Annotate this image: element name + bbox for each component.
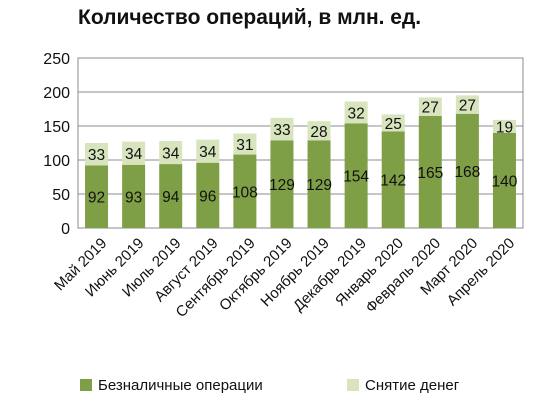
bar-withdrawal[interactable] <box>233 133 257 155</box>
data-label-cashless: 142 <box>380 173 406 190</box>
data-label-withdrawal: 27 <box>422 100 439 117</box>
bar-cashless[interactable] <box>196 162 220 228</box>
bar-cashless[interactable] <box>233 154 257 228</box>
data-label-cashless: 108 <box>232 184 258 201</box>
bar-cashless[interactable] <box>418 115 442 228</box>
bar-cashless[interactable] <box>122 164 146 228</box>
y-tick-label: 250 <box>43 51 70 68</box>
bar-withdrawal[interactable] <box>122 141 146 165</box>
bar-withdrawal[interactable] <box>492 119 516 133</box>
data-label-cashless: 96 <box>199 188 216 205</box>
data-label-withdrawal: 34 <box>125 146 143 163</box>
data-label-withdrawal: 25 <box>385 116 402 133</box>
bar-cashless[interactable] <box>307 140 331 228</box>
data-label-cashless: 129 <box>306 177 332 194</box>
data-label-cashless: 140 <box>492 173 518 190</box>
chart-title: Количество операций, в млн. ед. <box>78 6 422 29</box>
data-label-cashless: 92 <box>88 190 105 207</box>
y-tick-label: 0 <box>61 221 70 238</box>
bar-withdrawal[interactable] <box>418 97 442 116</box>
bar-cashless[interactable] <box>159 164 183 228</box>
data-label-withdrawal: 31 <box>236 137 253 154</box>
bar-withdrawal[interactable] <box>307 121 331 141</box>
bar-withdrawal[interactable] <box>270 117 294 141</box>
data-label-withdrawal: 28 <box>310 124 327 141</box>
bar-withdrawal[interactable] <box>159 140 183 165</box>
bar-cashless[interactable] <box>381 131 405 228</box>
data-label-cashless: 154 <box>343 169 369 186</box>
data-label-withdrawal: 34 <box>162 146 180 163</box>
data-label-withdrawal: 33 <box>273 122 290 139</box>
bar-withdrawal[interactable] <box>196 139 220 163</box>
y-tick-label: 150 <box>43 119 70 136</box>
data-label-withdrawal: 33 <box>88 147 105 164</box>
bar-withdrawal[interactable] <box>85 143 109 166</box>
data-label-withdrawal: 19 <box>496 119 513 136</box>
legend-swatch <box>347 379 359 391</box>
legend-label: Снятие денег <box>365 377 460 394</box>
data-label-withdrawal: 27 <box>459 98 476 115</box>
bar-withdrawal[interactable] <box>381 114 405 132</box>
data-label-cashless: 93 <box>125 189 142 206</box>
data-label-cashless: 129 <box>269 177 295 194</box>
data-label-cashless: 165 <box>417 165 443 182</box>
data-label-withdrawal: 32 <box>348 105 365 122</box>
bar-withdrawal[interactable] <box>455 95 479 114</box>
y-tick-label: 200 <box>43 85 70 102</box>
plot-area <box>77 57 524 229</box>
bar-cashless[interactable] <box>492 132 516 228</box>
bar-withdrawal[interactable] <box>344 101 368 124</box>
data-label-cashless: 94 <box>162 189 180 206</box>
y-tick-label: 50 <box>52 187 70 204</box>
y-tick-label: 100 <box>43 153 70 170</box>
bar-cashless[interactable] <box>85 165 109 228</box>
bar-cashless[interactable] <box>344 123 368 228</box>
legend-label: Безналичные операции <box>98 377 263 394</box>
data-label-withdrawal: 34 <box>199 144 217 161</box>
bar-cashless[interactable] <box>455 113 479 228</box>
legend-swatch <box>80 379 92 391</box>
data-label-cashless: 168 <box>454 164 480 181</box>
bar-cashless[interactable] <box>270 140 294 228</box>
